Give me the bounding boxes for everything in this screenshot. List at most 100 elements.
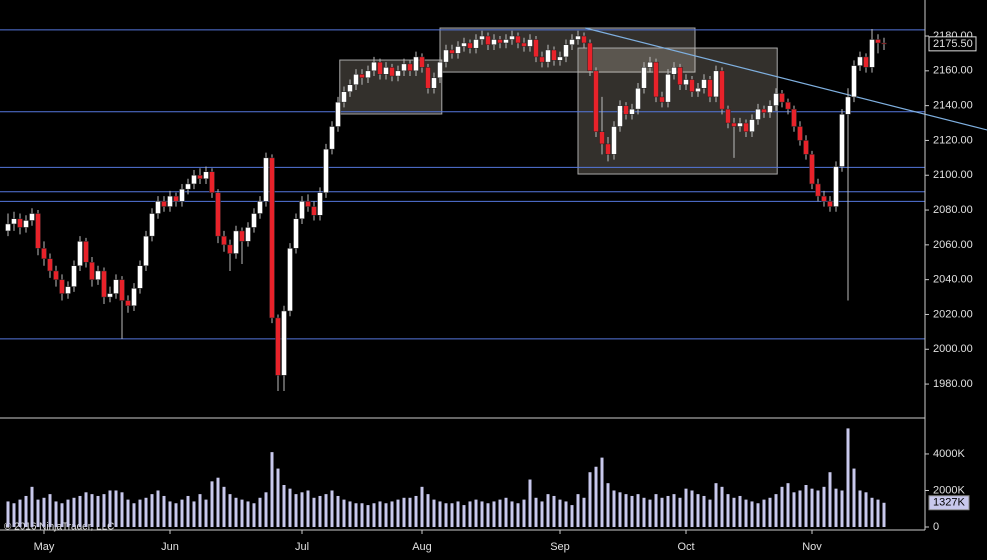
candle-body — [443, 49, 449, 63]
candle-body — [617, 105, 623, 127]
candle-body — [203, 171, 209, 179]
volume-bar — [438, 501, 442, 527]
candle-body — [95, 270, 101, 280]
volume-bar — [498, 499, 502, 527]
candle-body — [707, 79, 713, 98]
volume-tick-label: 4000K — [933, 448, 965, 460]
candle-body — [821, 195, 827, 202]
candle-body — [761, 108, 767, 113]
candle-body — [485, 35, 491, 45]
candle-body — [611, 126, 617, 155]
candle-body — [137, 265, 143, 289]
volume-bar — [114, 490, 118, 527]
candle-body — [749, 119, 755, 132]
volume-bar — [12, 503, 16, 527]
candle-body — [233, 230, 239, 254]
volume-bar — [198, 494, 202, 527]
volume-bar — [858, 490, 862, 527]
volume-bar — [720, 486, 724, 527]
x-tick-label: Aug — [412, 541, 432, 553]
candle-body — [839, 114, 845, 167]
volume-bar — [474, 499, 478, 527]
volume-bar — [66, 499, 70, 527]
volume-bar — [204, 499, 208, 527]
volume-bar — [18, 499, 22, 527]
candle-body — [533, 39, 539, 58]
candle-body — [263, 157, 269, 202]
volume-bar — [84, 492, 88, 527]
x-tick-label: May — [34, 541, 55, 553]
candle-body — [509, 35, 515, 40]
candle-body — [395, 70, 401, 77]
volume-bar — [240, 499, 244, 527]
volume-bar — [834, 488, 838, 527]
volume-bar — [222, 486, 226, 527]
volume-bar — [876, 499, 880, 527]
volume-bar — [348, 501, 352, 527]
y-tick-label: 2000.00 — [933, 343, 973, 355]
candle-body — [557, 56, 563, 61]
volume-bar — [492, 501, 496, 527]
volume-bar — [570, 505, 574, 527]
candle-body — [101, 270, 107, 298]
volume-bar — [192, 501, 196, 527]
candle-body — [11, 218, 17, 225]
volume-bar — [60, 503, 64, 527]
candle-body — [53, 270, 59, 280]
volume-bar — [294, 494, 298, 527]
candle-body — [311, 206, 317, 216]
volume-bar — [330, 490, 334, 527]
candle-body — [65, 286, 71, 294]
volume-bar — [756, 503, 760, 527]
candle-body — [305, 201, 311, 207]
candle-body — [539, 56, 545, 63]
candle-body — [671, 67, 677, 75]
volume-bar — [588, 472, 592, 527]
volume-bar — [864, 492, 868, 527]
y-tick-label: 2040.00 — [933, 274, 973, 286]
volume-bar — [456, 501, 460, 527]
candle-body — [869, 39, 875, 68]
candle-body — [875, 39, 881, 44]
y-tick-label: 2020.00 — [933, 308, 973, 320]
volume-bar — [642, 497, 646, 527]
candle-body — [593, 70, 599, 132]
volume-bar — [786, 483, 790, 527]
volume-bar — [78, 495, 82, 527]
volume-bar — [6, 501, 10, 527]
volume-bar — [432, 499, 436, 527]
volume-bar — [420, 486, 424, 527]
candle-body — [713, 70, 719, 98]
candle-body — [41, 248, 47, 260]
volume-bar — [180, 499, 184, 527]
candle-body — [185, 183, 191, 190]
volume-bar — [108, 490, 112, 527]
volume-bar — [792, 492, 796, 527]
volume-bar — [414, 495, 418, 527]
candle-body — [293, 218, 299, 249]
volume-bar — [402, 497, 406, 527]
candle-body — [719, 70, 725, 110]
candle-body — [173, 195, 179, 202]
candle-body — [665, 74, 671, 103]
y-tick-label: 2100.00 — [933, 169, 973, 181]
candle-body — [527, 39, 533, 47]
volume-bar — [186, 495, 190, 527]
candle-body — [599, 131, 605, 145]
volume-bar — [702, 495, 706, 527]
volume-bar — [600, 457, 604, 527]
x-tick-label: Nov — [802, 541, 822, 553]
candle-body — [425, 67, 431, 89]
candle-body — [353, 74, 359, 85]
candle-body — [341, 91, 347, 103]
volume-bar — [396, 499, 400, 527]
volume-bar — [618, 492, 622, 527]
candle-body — [635, 87, 641, 110]
volume-bar — [300, 492, 304, 527]
volume-bar — [798, 490, 802, 527]
volume-bar — [534, 497, 538, 527]
candle-body — [455, 46, 461, 54]
candle-body — [581, 35, 587, 44]
candle-body — [449, 49, 455, 54]
